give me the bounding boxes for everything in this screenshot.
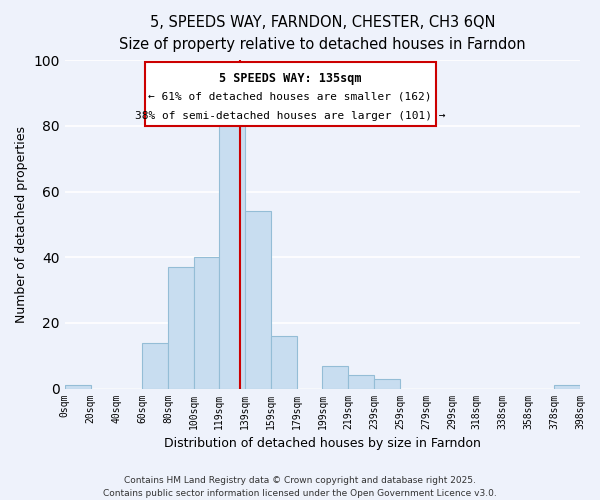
Bar [322, 366, 348, 388]
Bar [348, 376, 374, 388]
Bar [194, 258, 219, 388]
FancyBboxPatch shape [145, 62, 436, 126]
Bar [169, 267, 194, 388]
X-axis label: Distribution of detached houses by size in Farndon: Distribution of detached houses by size … [164, 437, 481, 450]
Title: 5, SPEEDS WAY, FARNDON, CHESTER, CH3 6QN
Size of property relative to detached h: 5, SPEEDS WAY, FARNDON, CHESTER, CH3 6QN… [119, 15, 526, 52]
Y-axis label: Number of detached properties: Number of detached properties [15, 126, 28, 323]
Text: 38% of semi-detached houses are larger (101) →: 38% of semi-detached houses are larger (… [135, 110, 445, 120]
Bar [374, 378, 400, 388]
Bar [219, 113, 245, 388]
Bar [554, 386, 580, 388]
Text: Contains HM Land Registry data © Crown copyright and database right 2025.
Contai: Contains HM Land Registry data © Crown c… [103, 476, 497, 498]
Bar [142, 342, 169, 388]
Text: ← 61% of detached houses are smaller (162): ← 61% of detached houses are smaller (16… [148, 92, 432, 102]
Text: 5 SPEEDS WAY: 135sqm: 5 SPEEDS WAY: 135sqm [219, 72, 361, 86]
Bar [245, 212, 271, 388]
Bar [271, 336, 296, 388]
Bar [65, 386, 91, 388]
